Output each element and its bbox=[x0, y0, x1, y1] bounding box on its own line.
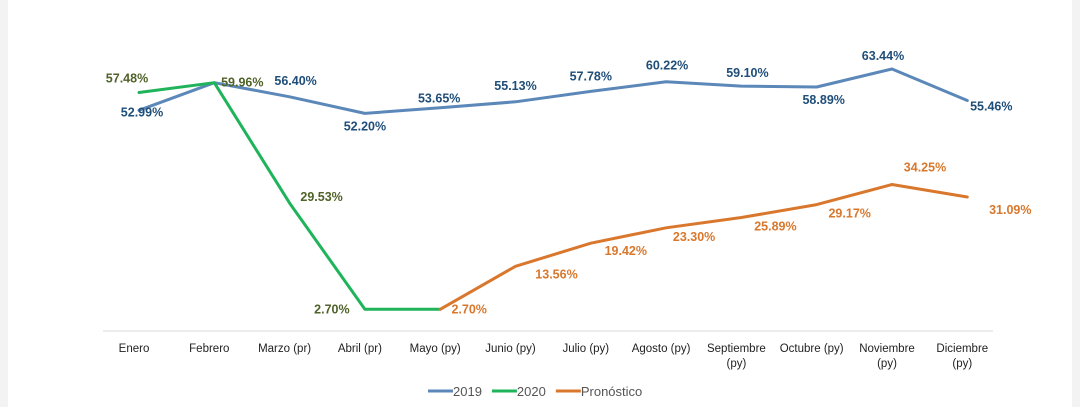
legend: 2019 2020 Pronóstico bbox=[428, 384, 642, 399]
data-label: 56.40% bbox=[274, 74, 316, 88]
legend-label: Pronóstico bbox=[581, 384, 642, 399]
x-tick-label: Enero bbox=[119, 343, 150, 355]
series-line-2020 bbox=[137, 81, 442, 311]
data-label: 63.44% bbox=[862, 49, 904, 63]
x-tick-label: Diciembre (py) bbox=[936, 343, 988, 370]
data-label: 59.96% bbox=[221, 76, 263, 90]
data-label: 57.48% bbox=[106, 72, 148, 86]
legend-item: 2020 bbox=[491, 384, 546, 399]
x-tick-label: Septiembre (py) bbox=[707, 343, 766, 370]
legend-item: Pronóstico bbox=[555, 384, 642, 399]
data-label: 25.89% bbox=[754, 220, 796, 234]
data-label: 58.89% bbox=[802, 93, 844, 107]
data-label: 52.99% bbox=[121, 105, 163, 119]
x-tick-label: Marzo (pr) bbox=[258, 343, 311, 355]
data-label: 59.10% bbox=[726, 66, 768, 80]
data-labels: 52.99% 56.40% 52.20% 53.65% 55.13% 57.78% 60.2… bbox=[106, 49, 1032, 316]
data-label: 13.56% bbox=[535, 267, 577, 281]
data-label: 55.46% bbox=[970, 100, 1012, 114]
data-label: 55.13% bbox=[494, 79, 536, 93]
series-line-2019 bbox=[137, 67, 969, 115]
legend-item: 2019 bbox=[428, 384, 482, 399]
data-label: 57.78% bbox=[570, 69, 612, 83]
data-label: 19.42% bbox=[605, 244, 647, 258]
x-tick-label: Febrero bbox=[189, 343, 229, 355]
data-label: 34.25% bbox=[904, 160, 946, 174]
x-tick-label: Junio (py) bbox=[485, 343, 536, 355]
data-label: 2.70% bbox=[314, 302, 349, 316]
chart-card: 52.99% 56.40% 52.20% 53.65% 55.13% 57.78% 60.2… bbox=[8, 0, 1072, 407]
x-tick-label: Mayo (py) bbox=[410, 343, 461, 355]
line-chart: 52.99% 56.40% 52.20% 53.65% 55.13% 57.78% 60.2… bbox=[103, 49, 1032, 399]
data-label: 29.53% bbox=[300, 190, 342, 204]
data-label: 23.30% bbox=[673, 230, 715, 244]
category-labels: Enero Febrero Marzo (pr) Abril (pr) Mayo (py… bbox=[119, 343, 989, 370]
legend-label: 2020 bbox=[517, 384, 546, 399]
series-lines bbox=[137, 67, 969, 311]
x-tick-label: Noviembre (py) bbox=[859, 343, 915, 370]
x-tick-label: Julio (py) bbox=[562, 343, 609, 355]
data-label: 2.70% bbox=[451, 302, 486, 316]
x-tick-label: Octubre (py) bbox=[780, 343, 844, 355]
series-line-pronstico bbox=[438, 183, 969, 311]
data-label: 29.17% bbox=[828, 207, 870, 221]
data-label: 53.65% bbox=[418, 92, 460, 106]
x-tick-label: Agosto (py) bbox=[632, 343, 691, 355]
data-label: 31.09% bbox=[989, 203, 1031, 217]
data-label: 60.22% bbox=[646, 59, 688, 73]
legend-label: 2019 bbox=[453, 384, 482, 399]
data-label: 52.20% bbox=[344, 119, 386, 133]
x-tick-label: Abril (pr) bbox=[338, 343, 382, 355]
